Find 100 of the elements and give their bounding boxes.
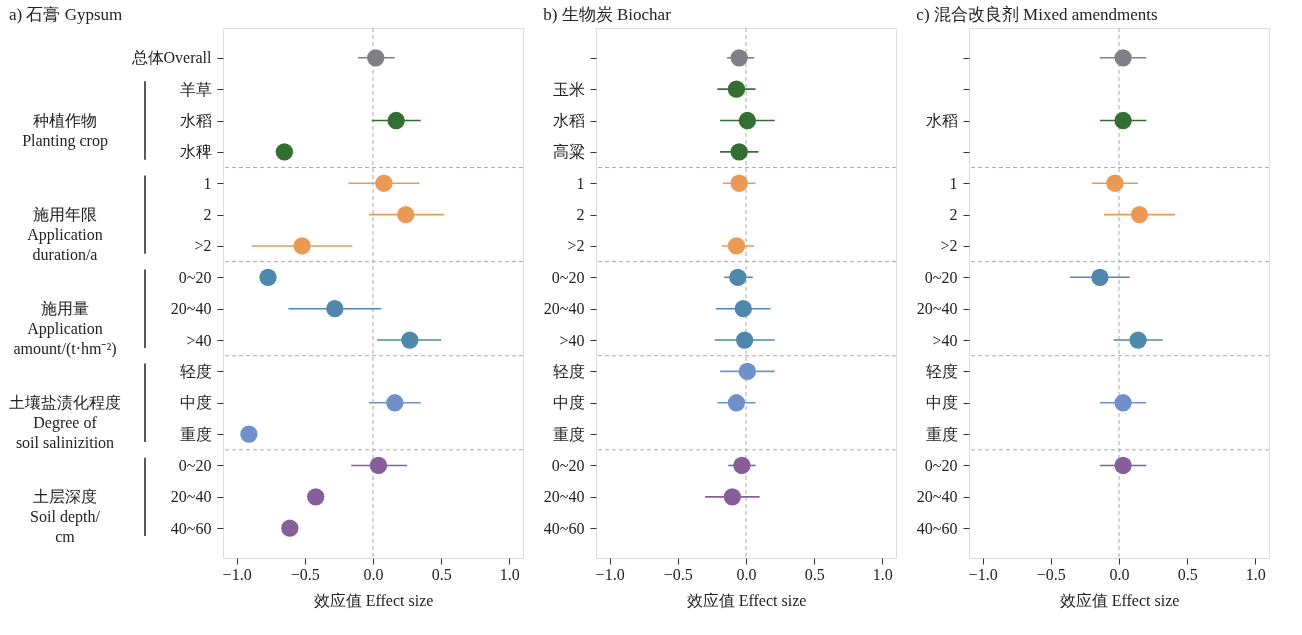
y-tick-label: 轻度 (552, 362, 585, 380)
y-tick-label: 水稻 (552, 112, 585, 130)
x-tick-label: 0.0 (363, 565, 384, 583)
point (1114, 49, 1132, 67)
y-tick-label: 2 (203, 206, 212, 224)
point (727, 80, 746, 98)
text: 施用年限 Application duration/a (27, 205, 103, 263)
point (730, 174, 748, 192)
point (1130, 205, 1149, 224)
y-tick-label: 1 (203, 174, 212, 192)
point (397, 205, 415, 224)
y-tick-label: 水稻 (179, 112, 212, 130)
x-tick-label: −1.0 (595, 565, 625, 583)
point (1114, 111, 1132, 130)
x-tick-label: −0.5 (290, 565, 320, 583)
y-tick-label: 玉米 (552, 80, 585, 98)
chart-title: b) 生物炭 Biochar (543, 4, 672, 24)
point (1106, 174, 1124, 192)
y-tick-label: 20~40 (543, 300, 585, 318)
y-tick-label: 2 (949, 206, 958, 224)
point (367, 49, 385, 67)
y-tick-label: 水稗 (179, 143, 212, 161)
point (259, 268, 277, 286)
y-tick-label: 0~20 (924, 268, 958, 286)
y-tick-label: 轻度 (925, 362, 958, 380)
point (281, 519, 299, 537)
text: 种植作物 Planting crop (22, 111, 108, 150)
x-axis-title: 效应值 Effect size (686, 591, 807, 609)
x-tick-label: −1.0 (222, 565, 252, 583)
point (738, 362, 757, 381)
y-tick-label: 0~20 (551, 456, 585, 474)
y-tick-label: 总体Overall (130, 49, 213, 67)
text: 施用量 Application amount/(t·hm⁻²) (13, 299, 117, 358)
point (387, 111, 405, 130)
point (735, 331, 754, 349)
y-tick-label: 40~60 (916, 519, 958, 537)
point (1091, 268, 1109, 286)
x-tick-label: −1.0 (968, 565, 998, 583)
y-tick-label: 中度 (179, 394, 212, 412)
point (375, 174, 393, 192)
text: a) 石膏 Gypsum (9, 4, 123, 24)
point (734, 300, 752, 318)
x-tick-label: 1.0 (499, 565, 520, 583)
point (723, 488, 742, 506)
y-tick-label: 1 (576, 174, 585, 192)
y-tick-label: 水稻 (925, 112, 958, 130)
point (727, 237, 746, 255)
point (240, 425, 258, 443)
y-tick-label: 1 (949, 174, 958, 192)
y-tick-label: 0~20 (924, 456, 958, 474)
y-tick-label: 0~20 (178, 456, 212, 474)
y-tick-label: >40 (186, 331, 212, 349)
point (738, 111, 757, 130)
point (1114, 394, 1132, 412)
y-tick-label: 20~40 (916, 300, 958, 318)
x-tick-label: 0.5 (431, 565, 452, 583)
point (369, 456, 388, 475)
point (293, 237, 311, 255)
chart-title: c) 混合改良剂 Mixed amendments (916, 4, 1158, 24)
y-tick-label: 20~40 (170, 488, 212, 506)
y-tick-label: 0~20 (551, 268, 585, 286)
y-tick-label: >2 (567, 237, 585, 255)
x-tick-label: 1.0 (1245, 565, 1266, 583)
point (401, 331, 419, 349)
point (730, 143, 748, 161)
y-tick-label: 0~20 (178, 268, 212, 286)
point (730, 49, 748, 67)
x-tick-label: 0.5 (804, 565, 825, 583)
x-tick-label: 0.5 (1177, 565, 1198, 583)
point (733, 456, 751, 475)
text: 土壤盐渍化程度 Degree of soil salinizition (9, 393, 121, 451)
point (386, 394, 404, 412)
y-tick-label: 20~40 (543, 488, 585, 506)
y-tick-label: 中度 (552, 394, 585, 412)
point (1114, 456, 1132, 475)
y-tick-label: 重度 (552, 425, 585, 443)
y-tick-label: 羊草 (179, 80, 212, 98)
y-tick-label: 高粱 (552, 143, 585, 161)
y-tick-label: 40~60 (170, 519, 212, 537)
y-tick-label: 20~40 (170, 300, 212, 318)
y-tick-label: >2 (940, 237, 958, 255)
x-tick-label: −0.5 (663, 565, 693, 583)
y-tick-label: 20~40 (916, 488, 958, 506)
point (1129, 331, 1147, 349)
y-tick-label: 重度 (925, 425, 958, 443)
y-tick-label: >40 (559, 331, 585, 349)
x-tick-label: −0.5 (1036, 565, 1066, 583)
x-axis-title: 效应值 Effect size (313, 591, 434, 609)
text: 土层深度 Soil depth/ cm (30, 487, 101, 545)
x-tick-label: 0.0 (1109, 565, 1130, 583)
y-tick-label: 重度 (179, 425, 212, 443)
y-tick-label: 中度 (925, 394, 958, 412)
x-axis-title: 效应值 Effect size (1059, 591, 1180, 609)
point (729, 268, 747, 286)
point (727, 394, 746, 412)
x-tick-label: 0.0 (736, 565, 757, 583)
y-tick-label: 40~60 (543, 519, 585, 537)
point (275, 143, 294, 161)
x-tick-label: 1.0 (872, 565, 893, 583)
point (326, 300, 344, 318)
